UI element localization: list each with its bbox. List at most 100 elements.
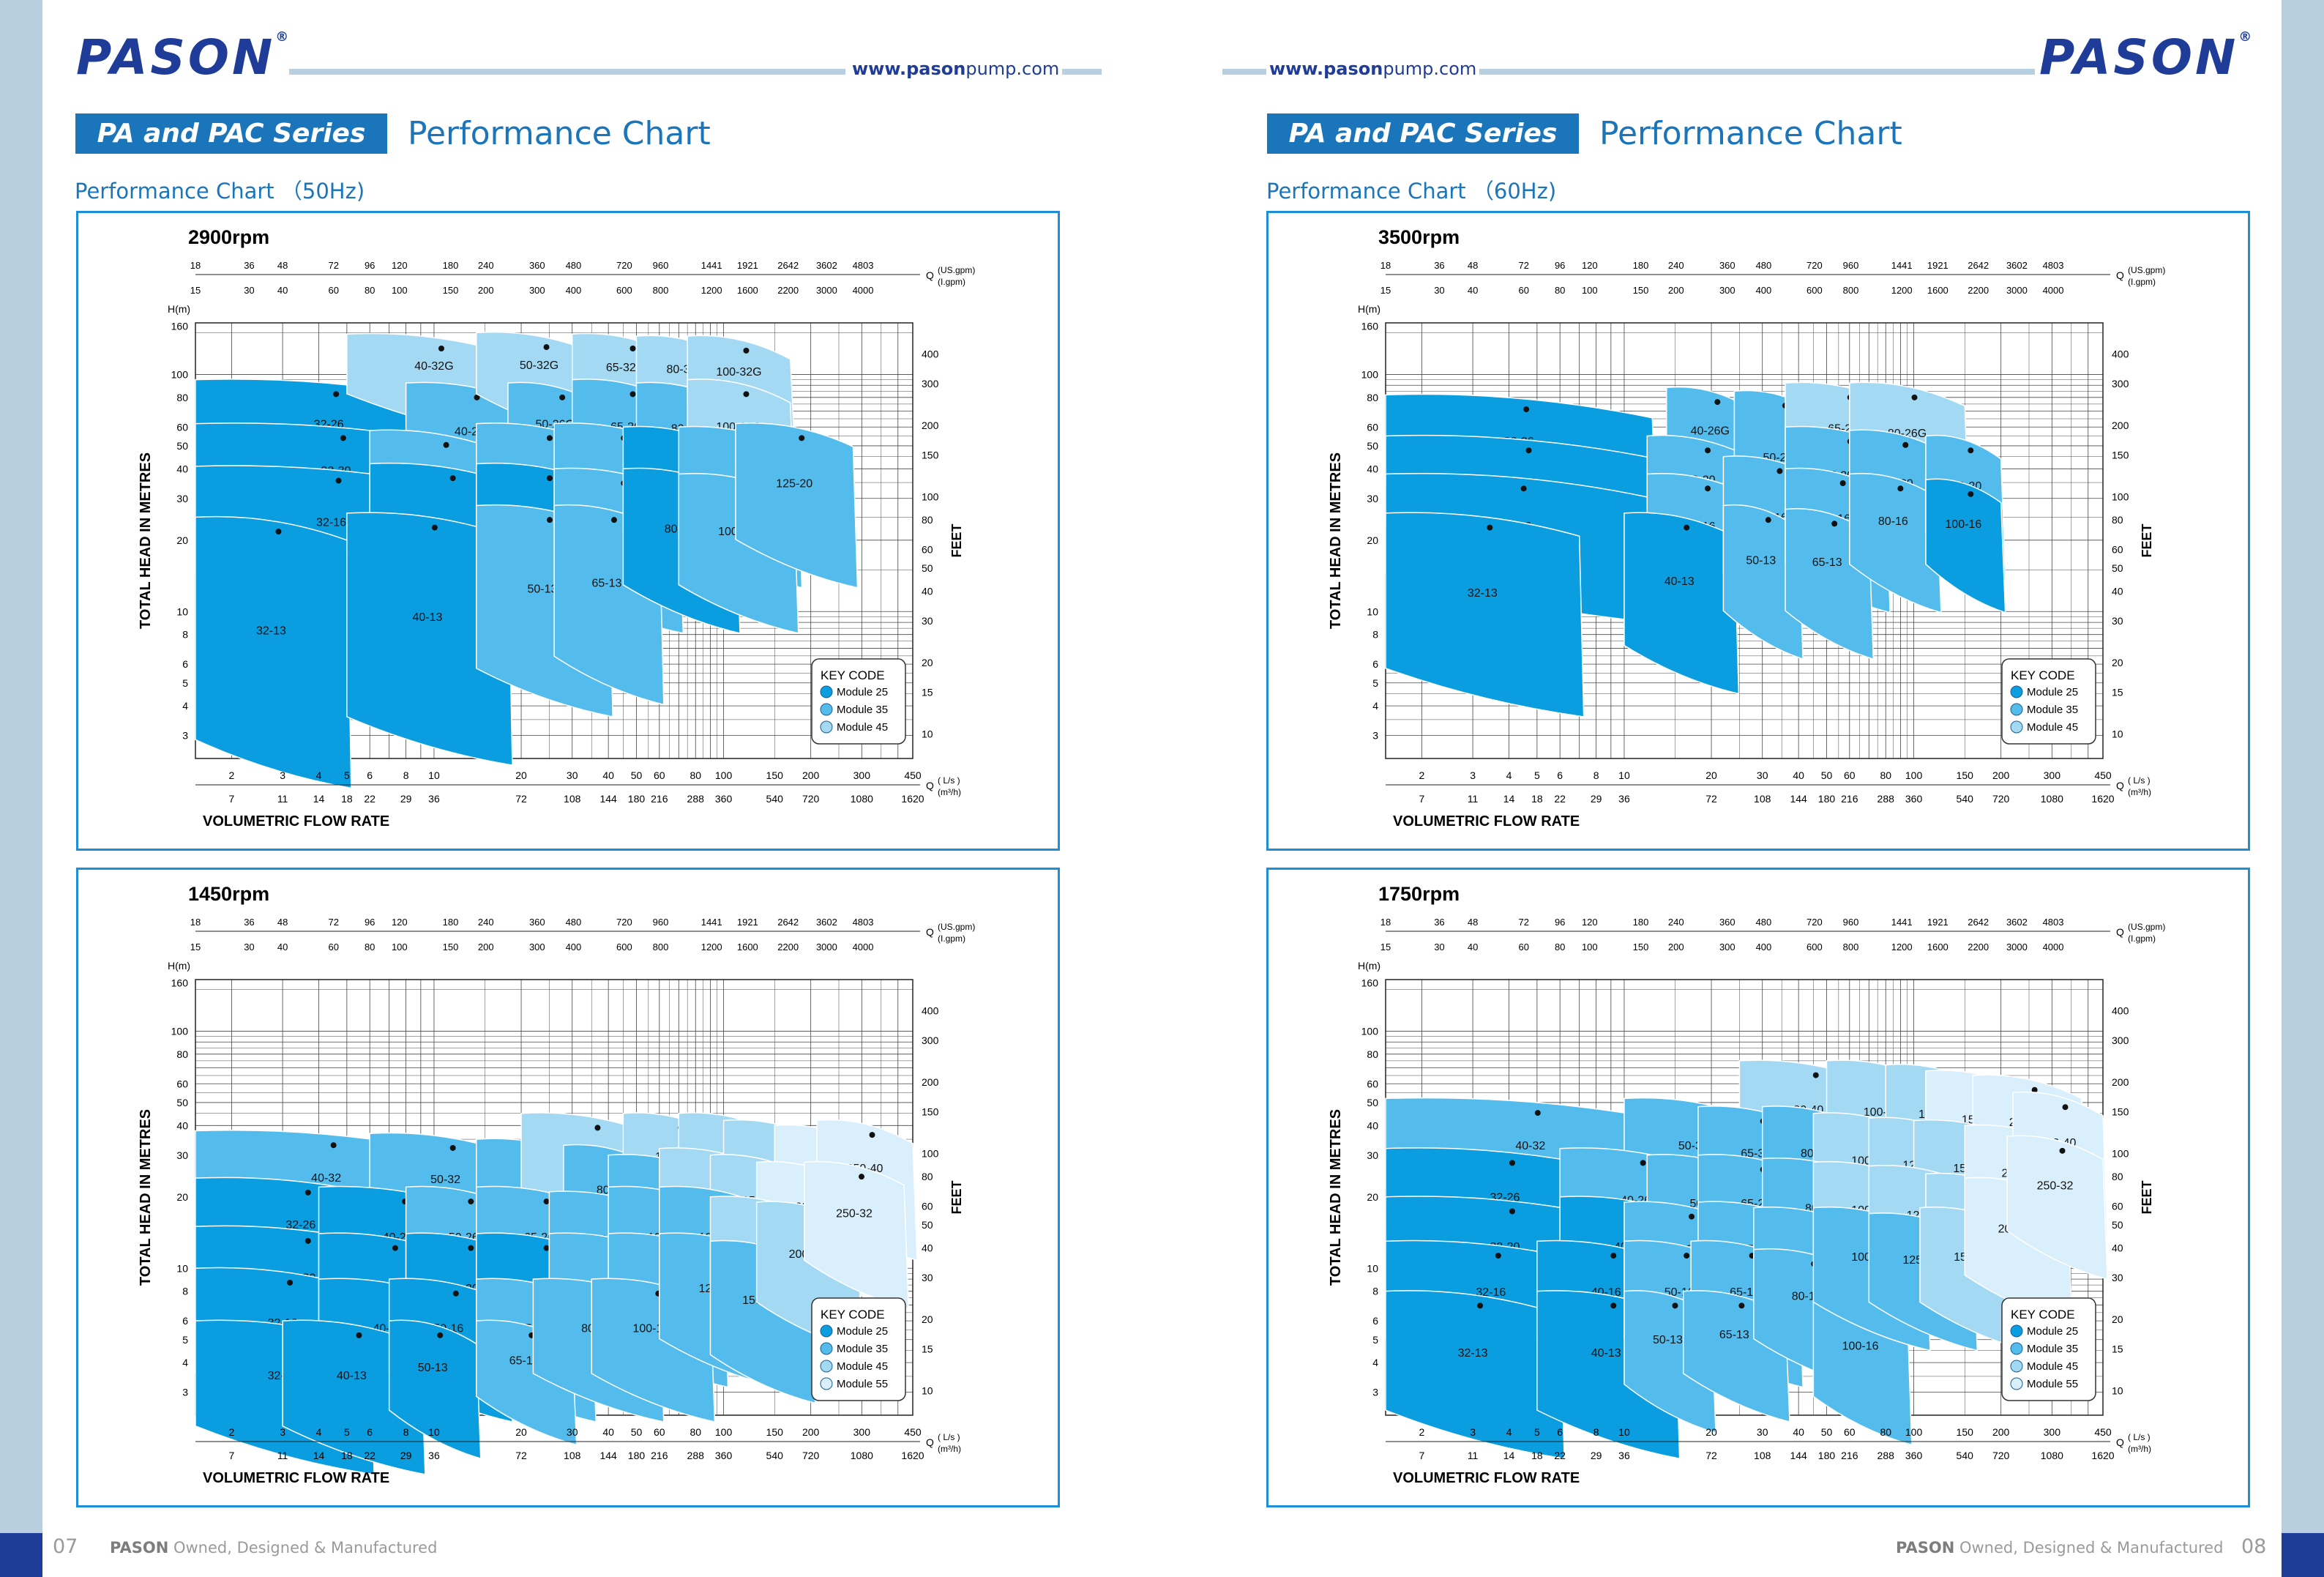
q-top-label: Q <box>926 269 934 281</box>
feet-tick-label: 300 <box>922 1034 939 1046</box>
head-tick-label: 6 <box>1372 658 1378 670</box>
head-tick-label: 20 <box>176 534 188 546</box>
feet-tick-label: 100 <box>2112 491 2129 503</box>
ls-tick-label: 150 <box>1957 1426 1974 1438</box>
us-gpm-tick-label: 18 <box>1380 260 1391 271</box>
us-gpm-tick-label: 1441 <box>1891 917 1913 928</box>
i-gpm-tick-label: 400 <box>1756 285 1772 296</box>
x-axis-title: VOLUMETRIC FLOW RATE <box>203 813 389 829</box>
feet-tick-label: 20 <box>2112 1313 2123 1325</box>
us-gpm-tick-label: 720 <box>616 917 632 928</box>
feet-tick-label: 400 <box>2112 348 2129 360</box>
bep-dot <box>356 1332 362 1338</box>
m3h-tick-label: 11 <box>277 793 288 805</box>
q-top-unit: (US.gpm) <box>938 922 975 932</box>
i-gpm-tick-label: 100 <box>1582 285 1598 296</box>
q-bottom-unit: ( L/s ) <box>938 1432 960 1442</box>
i-gpm-tick-label: 150 <box>443 942 459 952</box>
legend-swatch <box>820 720 833 734</box>
m3h-tick-label: 1620 <box>901 1450 924 1461</box>
footer-left: PASON Owned, Designed & Manufactured <box>110 1539 438 1557</box>
bep-dot <box>1902 441 1909 448</box>
m3h-tick-label: 144 <box>1790 1450 1807 1461</box>
q-top-unit: (US.gpm) <box>2128 265 2165 275</box>
page-number-left: 07 <box>53 1535 78 1558</box>
page-title-right: Performance Chart <box>1599 115 1902 152</box>
m3h-tick-label: 29 <box>1591 1450 1602 1461</box>
bep-dot <box>1523 406 1530 413</box>
m3h-tick-label: 18 <box>341 1450 353 1461</box>
i-gpm-tick-label: 1200 <box>701 942 722 952</box>
i-gpm-tick-label: 15 <box>190 942 201 952</box>
head-tick-label: 60 <box>176 1078 188 1089</box>
m3h-tick-label: 14 <box>1503 793 1515 805</box>
ls-tick-label: 300 <box>2044 1426 2061 1438</box>
m3h-tick-label: 18 <box>1531 1450 1543 1461</box>
ls-tick-label: 50 <box>1821 769 1833 781</box>
m3h-tick-label: 360 <box>1905 793 1923 805</box>
ls-tick-label: 60 <box>654 769 665 781</box>
chart-title: 1450rpm <box>188 883 269 905</box>
bep-dot <box>1684 1253 1690 1259</box>
m3h-tick-label: 108 <box>564 793 581 805</box>
head-tick-label: 60 <box>1367 1078 1378 1089</box>
website-link-left[interactable]: www.pasonpump.com <box>849 59 1063 79</box>
feet-tick-label: 60 <box>922 1200 933 1212</box>
bep-dot <box>1738 1302 1745 1309</box>
region-label: 50-13 <box>527 584 557 596</box>
region-label: 250-32 <box>836 1207 873 1220</box>
i-gpm-tick-label: 60 <box>329 942 339 952</box>
ls-tick-label: 5 <box>344 1426 350 1438</box>
m3h-tick-label: 180 <box>628 1450 646 1461</box>
us-gpm-tick-label: 240 <box>1668 917 1684 928</box>
legend-title: KEY CODE <box>821 1308 885 1321</box>
feet-tick-label: 60 <box>2112 1200 2123 1212</box>
i-gpm-tick-label: 3000 <box>2006 942 2028 952</box>
ls-tick-label: 5 <box>344 769 350 781</box>
region-label: 100-16 <box>1945 518 1981 531</box>
footer-right: PASON Owned, Designed & Manufactured <box>1896 1539 2224 1557</box>
ls-tick-label: 20 <box>515 1426 527 1438</box>
head-tick-label: 5 <box>1372 677 1378 689</box>
bep-dot <box>335 477 342 484</box>
website-link-right[interactable]: www.pasonpump.com <box>1266 59 1480 79</box>
head-tick-label: 8 <box>182 1286 188 1297</box>
us-gpm-tick-label: 36 <box>1434 917 1444 928</box>
m3h-tick-label: 540 <box>1957 793 1974 805</box>
feet-tick-label: 10 <box>2112 728 2123 739</box>
i-gpm-tick-label: 100 <box>392 285 408 296</box>
bep-dot <box>559 394 566 400</box>
x-axis-title: VOLUMETRIC FLOW RATE <box>1393 1470 1580 1486</box>
region-250-32 <box>804 1160 909 1310</box>
bep-dot <box>431 524 438 531</box>
m3h-tick-label: 216 <box>651 793 668 805</box>
head-tick-label: 40 <box>1367 1119 1378 1131</box>
ls-tick-label: 80 <box>690 769 701 781</box>
key-code-legend: KEY CODE Module 25 Module 35 Module 45 Modul… <box>2001 1297 2096 1401</box>
i-gpm-tick-label: 150 <box>1633 285 1649 296</box>
h-unit-label: H(m) <box>1358 960 1380 972</box>
ls-tick-label: 30 <box>567 769 578 781</box>
bep-dot <box>543 344 550 351</box>
bep-dot <box>1968 447 1974 454</box>
region-label: 50-13 <box>1653 1334 1683 1346</box>
us-gpm-tick-label: 96 <box>365 917 375 928</box>
m3h-tick-label: 36 <box>428 793 440 805</box>
bep-dot <box>1495 1253 1501 1259</box>
region-label: 32-26 <box>285 1219 315 1231</box>
region-label: 65-13 <box>592 577 622 589</box>
left-margin-foot <box>0 1533 42 1577</box>
q-top-unit: (US.gpm) <box>2128 922 2165 932</box>
m3h-tick-label: 7 <box>1419 1450 1425 1461</box>
legend-title: KEY CODE <box>2011 1308 2075 1321</box>
ls-tick-label: 3 <box>1470 769 1476 781</box>
bep-dot <box>1610 1253 1617 1259</box>
m3h-tick-label: 22 <box>1554 793 1566 805</box>
i-gpm-tick-label: 60 <box>329 285 339 296</box>
bep-dot <box>275 529 282 535</box>
region-125-20 <box>735 422 859 589</box>
legend-entry: Module 35 <box>837 704 888 716</box>
ls-tick-label: 100 <box>715 1426 733 1438</box>
i-gpm-tick-label: 150 <box>443 285 459 296</box>
m3h-tick-label: 22 <box>364 793 375 805</box>
